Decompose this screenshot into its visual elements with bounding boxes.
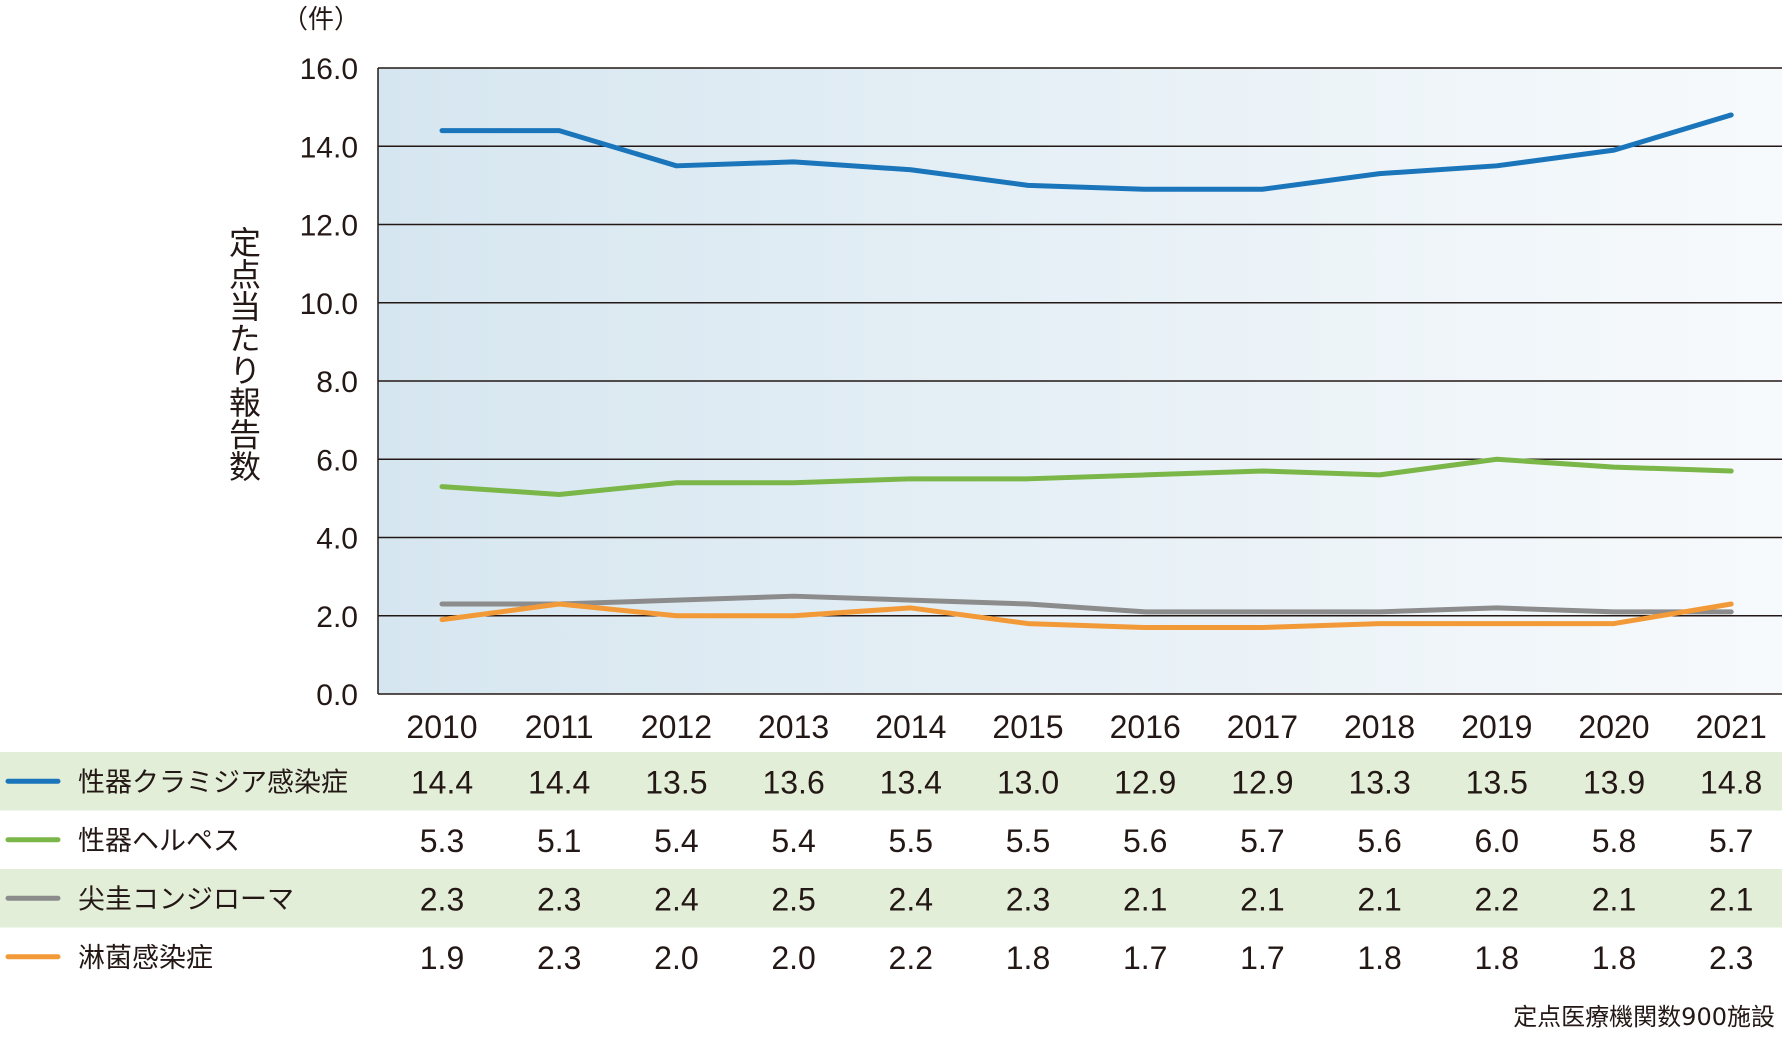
table-cell: 1.7: [1240, 940, 1284, 976]
x-tick-label: 2017: [1227, 709, 1298, 745]
table-cell: 1.7: [1123, 940, 1167, 976]
y-tick-label: 0.0: [316, 679, 358, 712]
x-tick-label: 2014: [875, 709, 946, 745]
table-cell: 2.3: [1006, 881, 1050, 917]
table-cell: 14.8: [1700, 764, 1762, 800]
series-name: 淋菌感染症: [78, 943, 213, 974]
series-line: [439, 601, 1734, 630]
table-cell: 2.1: [1123, 881, 1167, 917]
table-cell: 13.9: [1583, 764, 1645, 800]
table-cell: 13.5: [1466, 764, 1528, 800]
table-cell: 5.6: [1123, 823, 1167, 859]
table-cell: 2.4: [889, 881, 933, 917]
table-cell: 2.1: [1592, 881, 1636, 917]
y-axis-label: 定点当たり報告数: [224, 226, 262, 482]
y-ticks: 0.0 2.0 4.0 6.0 8.0 10.0 12.0 14.0 16.0: [300, 53, 358, 712]
table-cell: 5.6: [1357, 823, 1401, 859]
y-tick-label: 16.0: [300, 53, 358, 86]
x-tick-label: 2015: [992, 709, 1063, 745]
x-tick-label: 2013: [758, 709, 829, 745]
series-lines: [439, 112, 1734, 630]
table-cell: 12.9: [1114, 764, 1176, 800]
x-ticks: 2010 2011 2012 2013 2014 2015 2016 2017 2018 2019…: [406, 709, 1766, 745]
table-cell: 12.9: [1231, 764, 1293, 800]
table-cell: 2.2: [889, 940, 933, 976]
series-name: 性器クラミジア感染症: [78, 767, 348, 798]
table-cell: 1.9: [420, 940, 464, 976]
table-cell: 2.3: [537, 881, 581, 917]
y-tick-label: 2.0: [316, 601, 358, 634]
x-tick-label: 2021: [1696, 709, 1767, 745]
table-cell: 1.8: [1357, 940, 1401, 976]
table-cell: 2.5: [771, 881, 815, 917]
table-cell: 13.3: [1348, 764, 1410, 800]
table-cell: 5.4: [654, 823, 698, 859]
table-cell: 5.8: [1592, 823, 1636, 859]
table-cell: 2.1: [1240, 881, 1284, 917]
y-tick-label: 12.0: [300, 210, 358, 243]
series-line: [439, 593, 1734, 615]
data-table: 性器クラミジア感染症 14.4 14.4 13.5 13.6 13.4 13.0 12.9 12…: [0, 752, 1782, 976]
table-cell: 1.8: [1475, 940, 1519, 976]
x-tick-label: 2019: [1461, 709, 1532, 745]
x-tick-label: 2018: [1344, 709, 1415, 745]
table-cell: 5.5: [889, 823, 933, 859]
table-cell: 2.0: [654, 940, 698, 976]
table-cell: 2.1: [1709, 881, 1753, 917]
table-cell: 13.4: [880, 764, 942, 800]
table-cell: 2.3: [1709, 940, 1753, 976]
y-tick-label: 6.0: [316, 444, 358, 477]
y-tick-label: 8.0: [316, 366, 358, 399]
table-cell: 14.4: [528, 764, 590, 800]
table-cell: 5.5: [1006, 823, 1050, 859]
table-cell: 5.7: [1709, 823, 1753, 859]
table-cell: 1.8: [1006, 940, 1050, 976]
table-cell: 13.0: [997, 764, 1059, 800]
x-tick-label: 2020: [1578, 709, 1649, 745]
table-cell: 2.1: [1357, 881, 1401, 917]
table-cell: 2.2: [1475, 881, 1519, 917]
table-cell: 1.8: [1592, 940, 1636, 976]
table-cell: 6.0: [1475, 823, 1519, 859]
y-unit-label: （件）: [282, 5, 360, 35]
x-tick-label: 2012: [641, 709, 712, 745]
y-tick-label: 4.0: [316, 523, 358, 556]
table-cell: 2.4: [654, 881, 698, 917]
table-row-stripe: [0, 869, 1782, 928]
table-cell: 2.0: [771, 940, 815, 976]
footnote: 定点医療機関数900施設: [1513, 1003, 1775, 1031]
series-line: [439, 456, 1734, 497]
table-cell: 5.4: [771, 823, 815, 859]
x-tick-label: 2011: [525, 709, 594, 745]
table-cell: 5.7: [1240, 823, 1284, 859]
y-tick-label: 10.0: [300, 288, 358, 321]
table-cell: 5.3: [420, 823, 464, 859]
table-cell: 5.1: [537, 823, 581, 859]
x-tick-label: 2010: [406, 709, 477, 745]
table-cell: 2.3: [420, 881, 464, 917]
series-line: [439, 112, 1734, 192]
series-name: 尖圭コンジローマ: [78, 884, 294, 915]
table-cell: 13.6: [762, 764, 824, 800]
table-cell: 14.4: [411, 764, 473, 800]
y-tick-label: 14.0: [300, 131, 358, 164]
table-cell: 13.5: [645, 764, 707, 800]
series-name: 性器ヘルペス: [78, 826, 240, 857]
x-tick-label: 2016: [1110, 709, 1181, 745]
table-row-stripe: [0, 752, 1782, 811]
table-cell: 2.3: [537, 940, 581, 976]
